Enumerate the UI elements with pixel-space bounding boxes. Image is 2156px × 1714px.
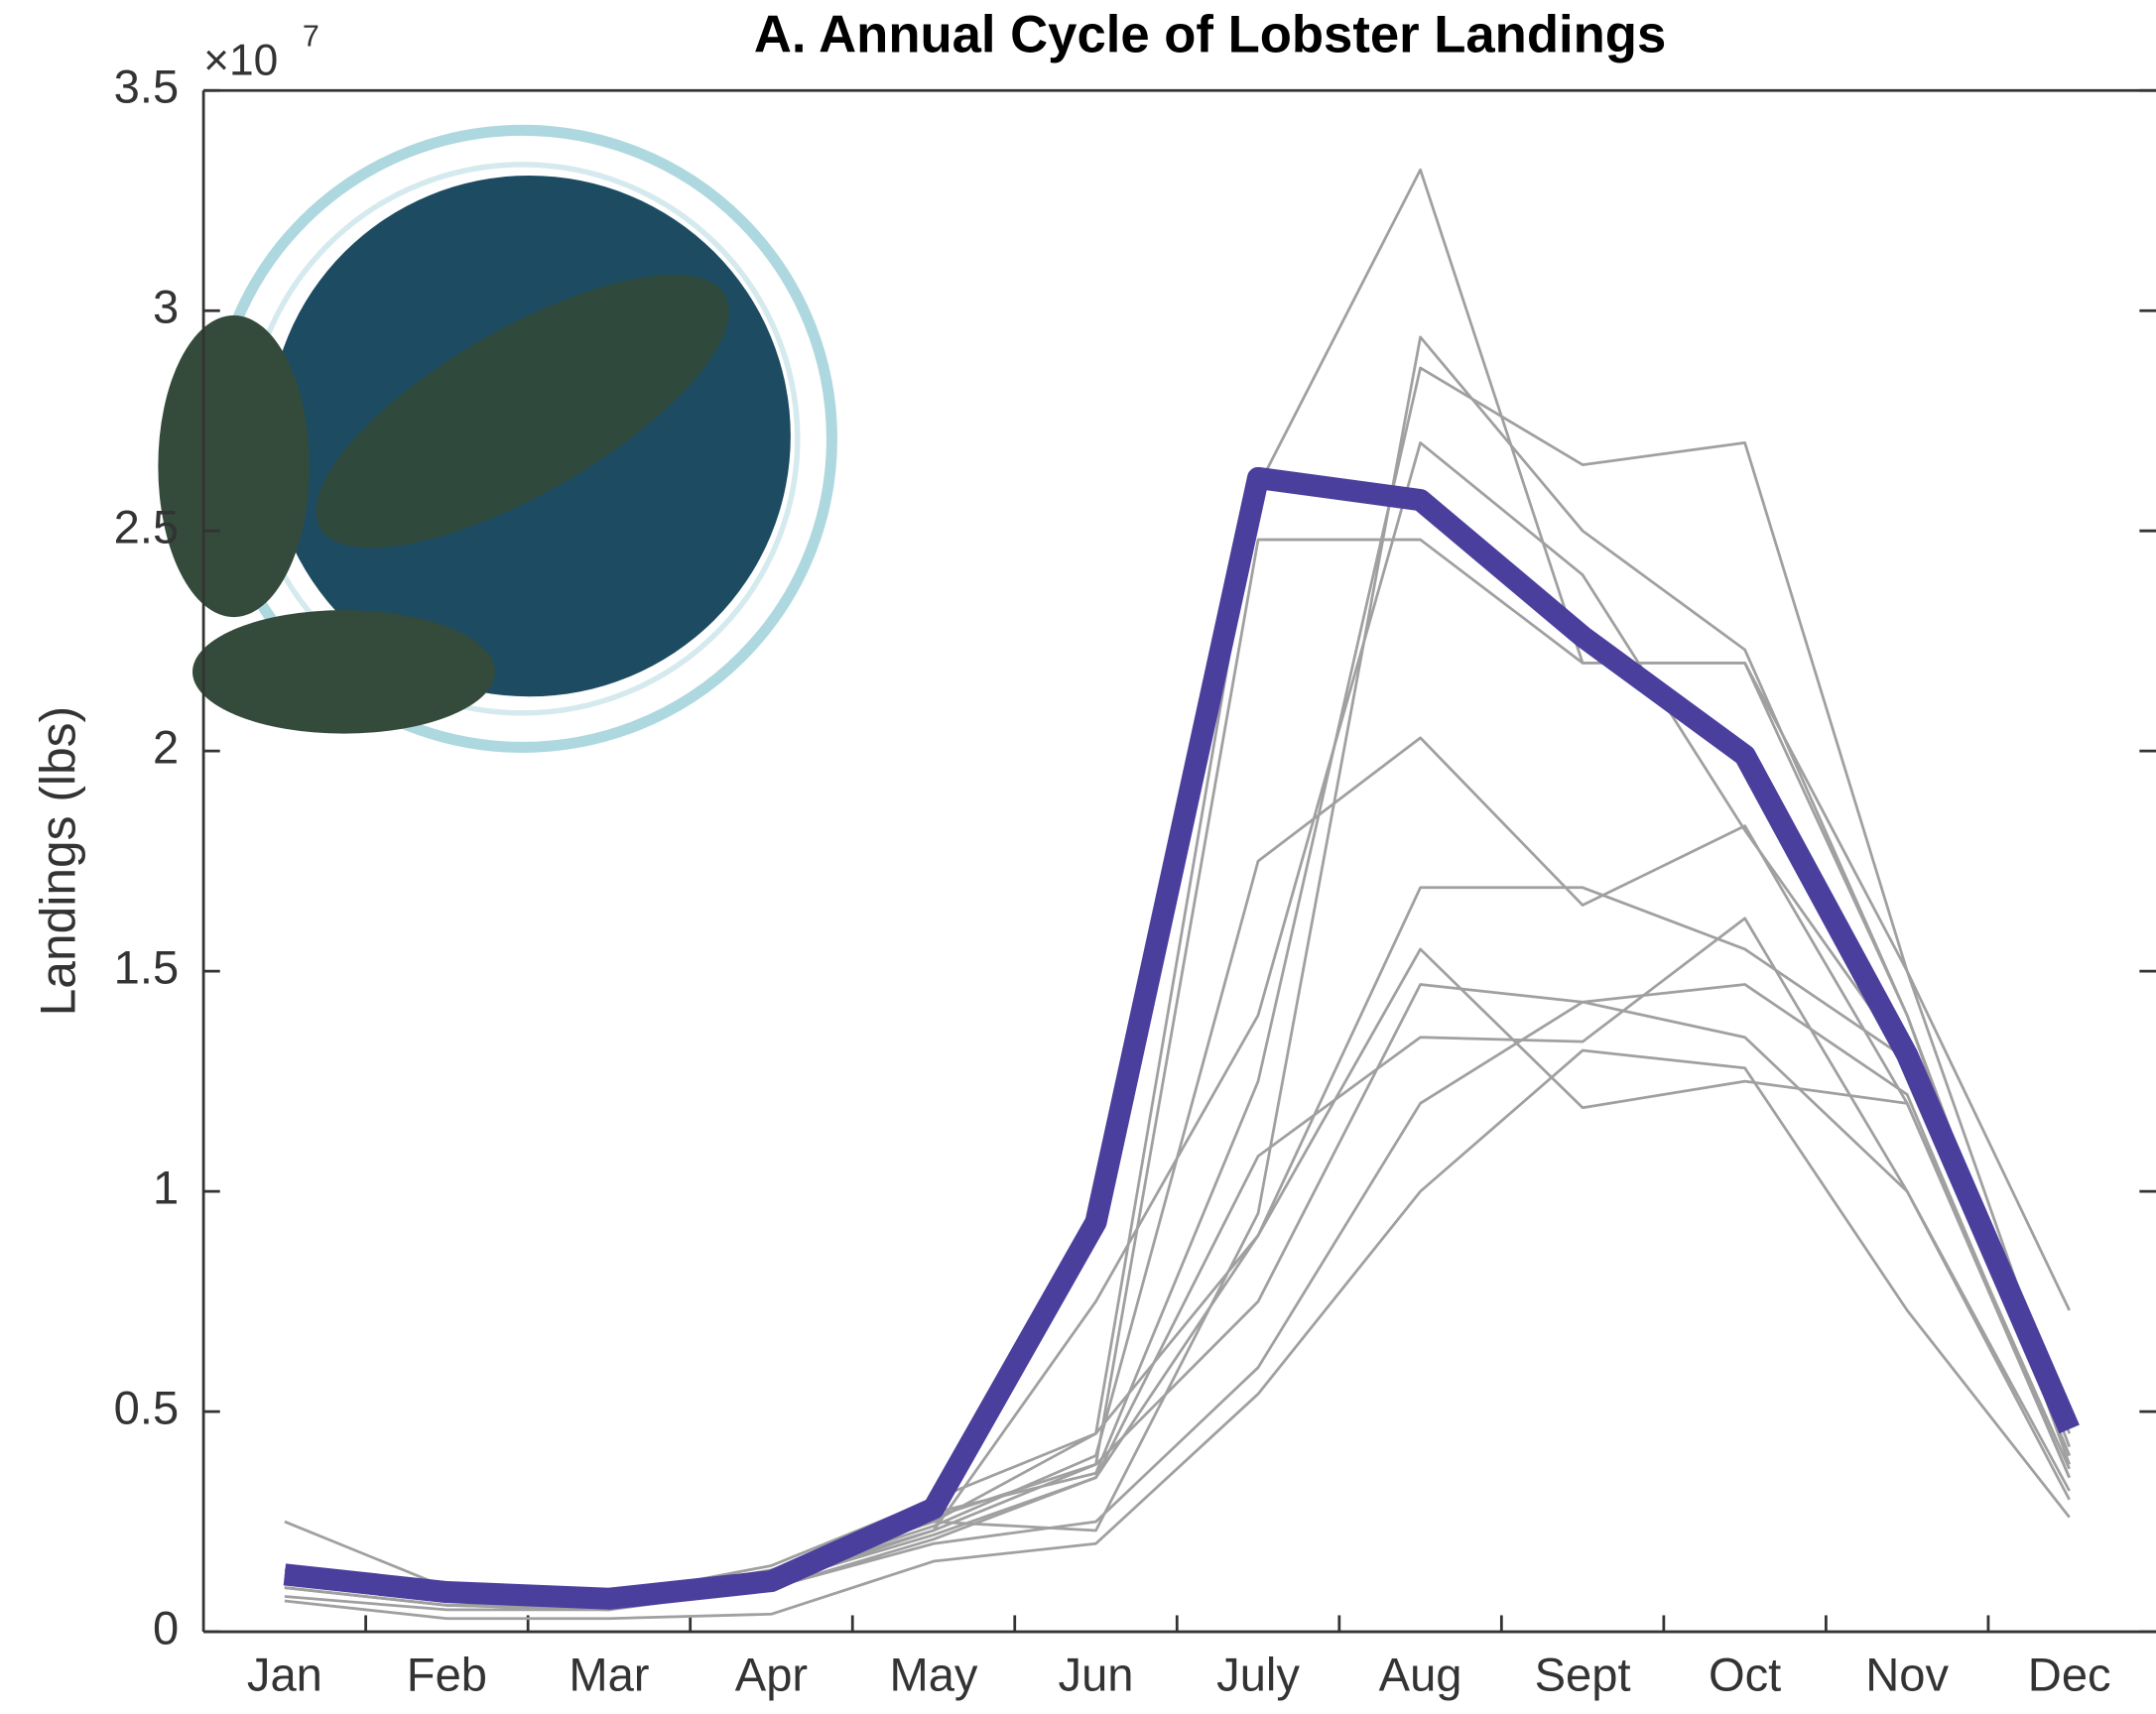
series-line [283,466,2080,1610]
series-line [284,1048,2071,1621]
x-tick-label: Dec [2028,1649,2111,1701]
x-tick-label: Apr [735,1649,808,1701]
y-tick-label: 3 [153,281,179,333]
y-tick-label: 0.5 [114,1382,179,1434]
y-tick-label: 2 [153,721,179,774]
x-tick-label: May [889,1649,977,1701]
x-tick-label: Oct [1709,1649,1781,1701]
x-tick-label: Sept [1535,1649,1631,1701]
y-axis-label: Landings (lbs) [30,706,85,1017]
y-multiplier: ×10 [203,36,278,84]
x-tick-label: Feb [407,1649,487,1701]
y-tick-label: 0 [153,1602,179,1654]
series-line [284,983,2071,1607]
x-tick-label: Nov [1865,1649,1949,1701]
y-tick-label: 2.5 [114,501,179,553]
series-line [284,886,2071,1612]
series-line [284,1000,2071,1612]
x-tick-label: July [1216,1649,1300,1701]
y-tick-label: 3.5 [114,61,179,113]
y-multiplier-exponent: 7 [303,20,319,54]
x-tick-label: Jan [247,1649,322,1701]
x-tick-label: Aug [1379,1649,1462,1701]
lobster-illustration [158,124,837,753]
chart-title: A. Annual Cycle of Lobster Landings [754,6,1666,64]
x-tick-label: Mar [569,1649,649,1701]
y-tick-label: 1 [153,1162,179,1214]
x-tick-label: Jun [1059,1649,1134,1701]
y-tick-label: 1.5 [114,941,179,994]
